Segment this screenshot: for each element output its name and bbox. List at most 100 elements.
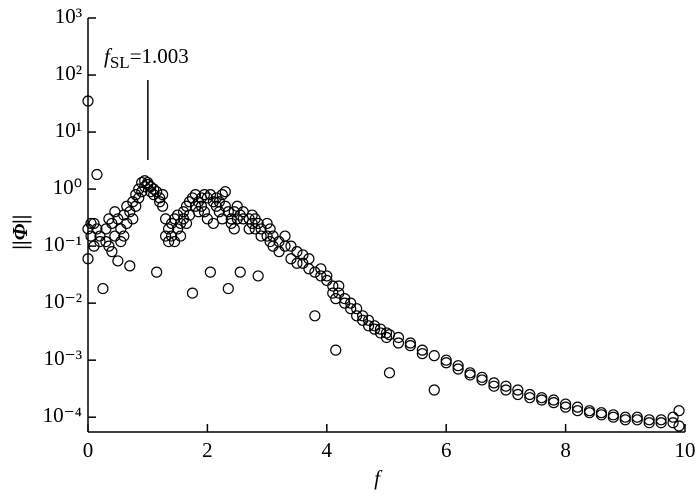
point [112,255,124,267]
point [619,414,631,426]
point [321,274,333,287]
point [85,217,97,230]
point [97,282,109,295]
point [127,213,139,225]
point [165,230,178,242]
point [673,405,685,417]
point [115,223,127,235]
point [192,206,205,218]
point [82,253,94,265]
point [157,200,169,212]
point [94,230,106,242]
point [162,235,175,248]
point [667,411,679,423]
point [327,280,339,292]
point [374,323,387,335]
point [157,189,169,201]
point [160,230,172,242]
point [112,213,124,225]
point [309,266,321,278]
y-tick-label: 10³ [55,4,82,28]
point [88,217,100,230]
point [279,230,291,242]
annotation-symbol: f [104,44,113,68]
point [94,235,106,248]
point [500,380,512,392]
y-tick-label: 10⁻¹ [44,232,82,256]
point [151,186,163,198]
point [333,280,345,292]
point [207,217,219,230]
point [488,380,500,392]
point [109,230,121,242]
point [216,189,228,201]
point [148,189,160,201]
point [174,230,187,242]
point [315,263,327,275]
point [321,270,333,282]
point [204,266,216,278]
point [261,217,273,230]
point [186,287,199,299]
point [198,206,211,218]
point [210,192,222,204]
y-tick-label: 10¹ [55,118,82,142]
point [607,411,619,423]
point [548,394,560,406]
point [219,186,231,198]
point [428,384,440,396]
point [631,411,643,423]
point [222,282,234,295]
point [273,246,285,258]
point [246,209,258,221]
point [536,394,548,406]
point [234,266,246,278]
point [85,230,97,242]
point [303,263,315,275]
point [673,420,685,432]
point [404,340,416,352]
x-tick-label: 8 [560,438,571,462]
point [440,357,452,369]
point [362,314,375,326]
point [512,384,524,396]
point [476,374,488,386]
point [595,407,608,419]
x-axis-label: f [374,466,383,490]
point [512,388,524,401]
point [416,344,428,356]
point [228,223,240,235]
point [351,303,363,315]
point [667,417,679,429]
point [548,397,560,409]
point [201,192,213,204]
point [91,168,103,181]
point [177,206,190,218]
point [204,189,216,201]
point [327,287,339,299]
point [195,200,208,212]
point [368,323,381,335]
point [82,95,94,107]
annotation-subscript: SL [110,53,130,72]
point [133,183,145,195]
point [124,206,136,218]
point [145,186,157,198]
point [309,310,321,322]
point [333,287,345,299]
point [559,398,572,410]
y-tick-label: 10⁰ [53,175,82,199]
point [261,230,273,242]
point [148,183,160,195]
point [464,367,476,379]
point [198,189,211,201]
point [536,392,548,404]
point [368,320,381,332]
point [118,230,130,242]
point [345,297,357,309]
point [219,200,231,212]
point [452,363,464,375]
point [106,246,118,258]
point [440,354,452,366]
